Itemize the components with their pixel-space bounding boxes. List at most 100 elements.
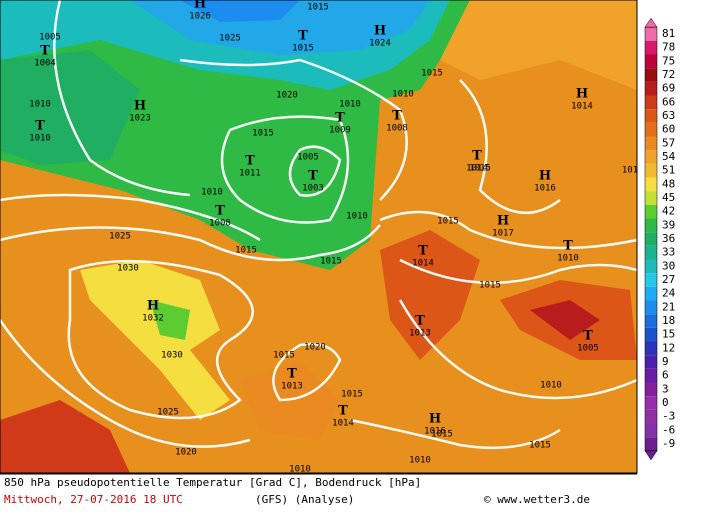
- colorbar-swatch: [645, 286, 657, 301]
- center-pressure: 1014: [412, 259, 434, 269]
- colorbar-swatch: [645, 341, 657, 356]
- colorbar-frame: [644, 26, 658, 452]
- center-pressure: 1023: [129, 114, 151, 124]
- isobar-label: 1010: [540, 381, 562, 391]
- colorbar-label: 81: [662, 27, 675, 40]
- colorbar-swatch: [645, 314, 657, 328]
- colorbar-swatch: [645, 245, 657, 260]
- colorbar-swatch: [645, 355, 657, 369]
- isobar-label: 1030: [161, 351, 183, 361]
- colorbar-swatch: [645, 109, 657, 123]
- isobar-label: 1015: [479, 281, 501, 291]
- isobar-label: 1030: [117, 264, 139, 274]
- isobar-label: 1010: [29, 100, 51, 110]
- isobar-label: 1015: [431, 430, 453, 440]
- center-symbol: T: [563, 239, 573, 254]
- center-symbol: T: [583, 329, 593, 344]
- colorbar-label: 21: [662, 300, 675, 313]
- footer-date: Mittwoch, 27-07-2016 18 UTC: [4, 493, 183, 506]
- center-pressure: 1013: [409, 329, 431, 339]
- colorbar-label: 60: [662, 123, 675, 136]
- colorbar-label: 6: [662, 369, 669, 382]
- center-symbol: H: [429, 412, 441, 427]
- colorbar-label: 27: [662, 273, 675, 286]
- colorbar-swatch: [645, 81, 657, 96]
- isobar-label: 101: [622, 166, 638, 176]
- isobar-label: 1025: [219, 34, 241, 44]
- isobar-label: 1010: [201, 188, 223, 198]
- colorbar-swatch: [645, 437, 657, 451]
- center-symbol: T: [415, 314, 425, 329]
- colorbar-label: 54: [662, 150, 676, 163]
- isobar-label: 1010: [409, 456, 431, 466]
- colorbar-label: 33: [662, 246, 675, 259]
- center-symbol: T: [308, 169, 318, 184]
- colorbar-label: 75: [662, 54, 675, 67]
- isobar-label: 1015: [341, 390, 363, 400]
- colorbar-swatch: [645, 259, 657, 274]
- colorbar-swatch: [645, 368, 657, 383]
- isobar-label: 1015: [235, 246, 257, 256]
- center-symbol: T: [298, 29, 308, 44]
- center-symbol: H: [539, 169, 551, 184]
- center-pressure: 1014: [571, 102, 593, 112]
- isobar-label: 1025: [109, 232, 131, 242]
- center-symbol: T: [418, 244, 428, 259]
- isobar-label: 1015: [307, 3, 329, 13]
- isobar-label: 1015: [320, 257, 342, 267]
- colorbar-swatch: [645, 95, 657, 110]
- isobar-label: 1015: [273, 351, 295, 361]
- colorbar: 8178757269666360575451484542393633302724…: [644, 17, 676, 461]
- center-pressure: 1016: [534, 184, 556, 194]
- colorbar-swatch: [645, 423, 657, 438]
- colorbar-swatch: [645, 40, 657, 55]
- colorbar-label: 45: [662, 191, 675, 204]
- colorbar-label: 36: [662, 232, 675, 245]
- colorbar-swatch: [645, 136, 657, 151]
- center-symbol: T: [338, 404, 348, 419]
- colorbar-swatch: [645, 68, 657, 82]
- center-pressure: 1014: [332, 419, 354, 429]
- isobar-label: 1010: [289, 465, 311, 475]
- center-pressure: 1008: [209, 219, 231, 229]
- colorbar-swatch: [645, 163, 657, 178]
- center-symbol: T: [215, 204, 225, 219]
- center-pressure: 1004: [34, 59, 56, 69]
- colorbar-label: 66: [662, 95, 675, 108]
- center-symbol: H: [194, 0, 206, 12]
- colorbar-label: -6: [662, 423, 675, 436]
- colorbar-label: 24: [662, 287, 676, 300]
- colorbar-label: 18: [662, 314, 675, 327]
- isobar-label: 1010: [339, 100, 361, 110]
- colorbar-label: 3: [662, 382, 669, 395]
- colorbar-swatch: [645, 218, 657, 233]
- colorbar-swatch: [645, 204, 657, 219]
- colorbar-cap-bottom: [644, 450, 658, 461]
- colorbar-label: 39: [662, 218, 675, 231]
- center-pressure: 1024: [369, 39, 391, 49]
- center-pressure: 1014: [466, 164, 488, 174]
- center-pressure: 1026: [189, 12, 211, 22]
- colorbar-label: 78: [662, 41, 675, 54]
- isobar-label: 1020: [276, 91, 298, 101]
- isobar-label: 1020: [304, 343, 326, 353]
- center-symbol: T: [40, 44, 50, 59]
- colorbar-label: -9: [662, 437, 675, 450]
- colorbar-swatch: [645, 273, 657, 287]
- center-pressure: 1009: [329, 126, 351, 136]
- colorbar-swatch: [645, 27, 657, 41]
- colorbar-swatch: [645, 150, 657, 164]
- center-symbol: T: [287, 367, 297, 382]
- isobar-label: 1015: [529, 441, 551, 451]
- isobar-label: 1015: [437, 217, 459, 227]
- isobar-label: 1015: [252, 129, 274, 139]
- center-symbol: T: [472, 149, 482, 164]
- center-pressure: 1011: [239, 169, 261, 179]
- map-frame: [0, 0, 638, 474]
- colorbar-label: 72: [662, 68, 675, 81]
- center-pressure: 1010: [29, 134, 51, 144]
- footer-model: (GFS) (Analyse): [255, 493, 354, 506]
- center-pressure: 1032: [142, 314, 164, 324]
- center-pressure: 1016: [424, 427, 446, 437]
